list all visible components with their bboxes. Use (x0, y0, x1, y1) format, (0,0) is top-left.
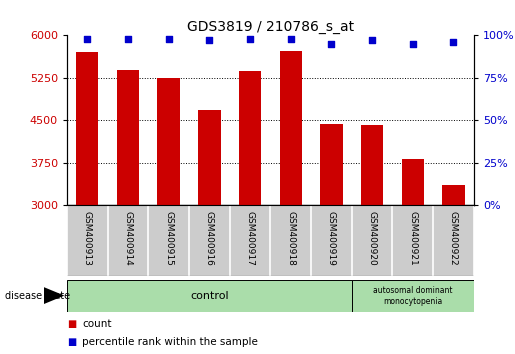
Point (246, 36, 254, 42)
Bar (442, 185, 465, 205)
Text: GSM400916: GSM400916 (205, 211, 214, 266)
Point (83, 36, 92, 42)
Point (286, 36, 295, 42)
Bar (361, 125, 383, 205)
Text: GSM400920: GSM400920 (368, 211, 376, 266)
Bar (67, 280, 352, 312)
Text: GSM400918: GSM400918 (286, 211, 295, 266)
Title: GDS3819 / 210786_s_at: GDS3819 / 210786_s_at (187, 21, 354, 34)
Bar (320, 124, 342, 205)
Bar (280, 51, 302, 205)
Point (449, 39, 458, 45)
Text: GSM400921: GSM400921 (408, 211, 417, 266)
Text: autosomal dominant
monocytopenia: autosomal dominant monocytopenia (373, 286, 453, 306)
Text: GSM400922: GSM400922 (449, 211, 458, 266)
Text: disease state: disease state (5, 291, 70, 301)
Polygon shape (44, 287, 64, 304)
Bar (76, 52, 98, 205)
Bar (117, 70, 139, 205)
Text: count: count (82, 319, 112, 329)
Bar (198, 110, 220, 205)
Text: GSM400914: GSM400914 (124, 211, 132, 266)
Bar (352, 280, 474, 312)
Point (124, 36, 132, 42)
Text: percentile rank within the sample: percentile rank within the sample (82, 337, 259, 347)
Text: GSM400913: GSM400913 (83, 211, 92, 266)
Text: GSM400917: GSM400917 (246, 211, 254, 266)
Point (205, 38, 214, 43)
Point (409, 41, 417, 47)
Point (368, 38, 376, 43)
Text: ■: ■ (67, 337, 76, 347)
Bar (158, 79, 180, 205)
Text: GSM400915: GSM400915 (164, 211, 173, 266)
Bar (239, 71, 261, 205)
Point (165, 36, 173, 42)
Text: GSM400919: GSM400919 (327, 211, 336, 266)
Text: ■: ■ (67, 319, 76, 329)
Text: control: control (190, 291, 229, 301)
Bar (402, 159, 424, 205)
Point (328, 41, 336, 47)
